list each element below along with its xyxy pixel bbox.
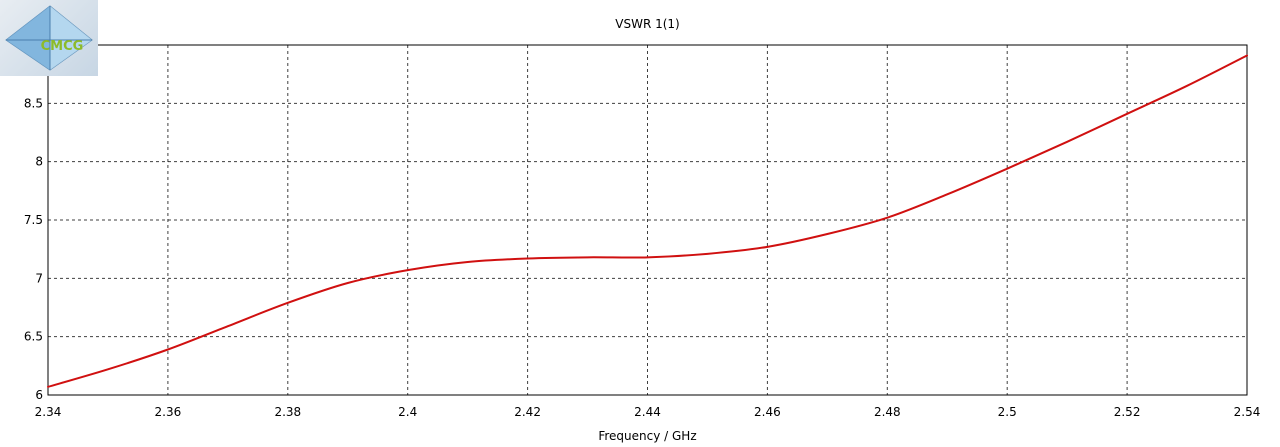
y-tick-label: 6 (35, 388, 43, 402)
x-axis-ticks: 2.34 2.36 2.38 2.4 2.42 2.44 2.46 2.48 2.5 2.52 2.… (35, 405, 1261, 419)
x-tick-label: 2.42 (514, 405, 541, 419)
x-tick-label: 2.44 (634, 405, 661, 419)
logo: CMCG (0, 0, 98, 76)
pyramid-logo-icon: CMCG (5, 5, 93, 71)
x-tick-label: 2.4 (398, 405, 417, 419)
y-axis-ticks: 6 6.5 7 7.5 8 8.5 (24, 96, 43, 402)
chart-title: VSWR 1(1) (615, 17, 679, 31)
y-tick-label: 8.5 (24, 96, 43, 110)
x-tick-label: 2.48 (874, 405, 901, 419)
vswr-series-line (47, 54, 1248, 388)
x-axis-label: Frequency / GHz (598, 429, 696, 443)
x-tick-label: 2.36 (155, 405, 182, 419)
logo-text: CMCG (41, 39, 84, 54)
series-group (47, 54, 1248, 388)
grid (48, 45, 1247, 395)
y-tick-label: 6.5 (24, 330, 43, 344)
x-tick-label: 2.38 (274, 405, 301, 419)
y-tick-label: 7.5 (24, 213, 43, 227)
y-tick-label: 8 (35, 155, 43, 169)
x-tick-label: 2.34 (35, 405, 62, 419)
x-tick-label: 2.54 (1234, 405, 1261, 419)
y-tick-label: 7 (35, 271, 43, 285)
x-tick-label: 2.5 (998, 405, 1017, 419)
x-tick-label: 2.46 (754, 405, 781, 419)
x-tick-label: 2.52 (1114, 405, 1141, 419)
